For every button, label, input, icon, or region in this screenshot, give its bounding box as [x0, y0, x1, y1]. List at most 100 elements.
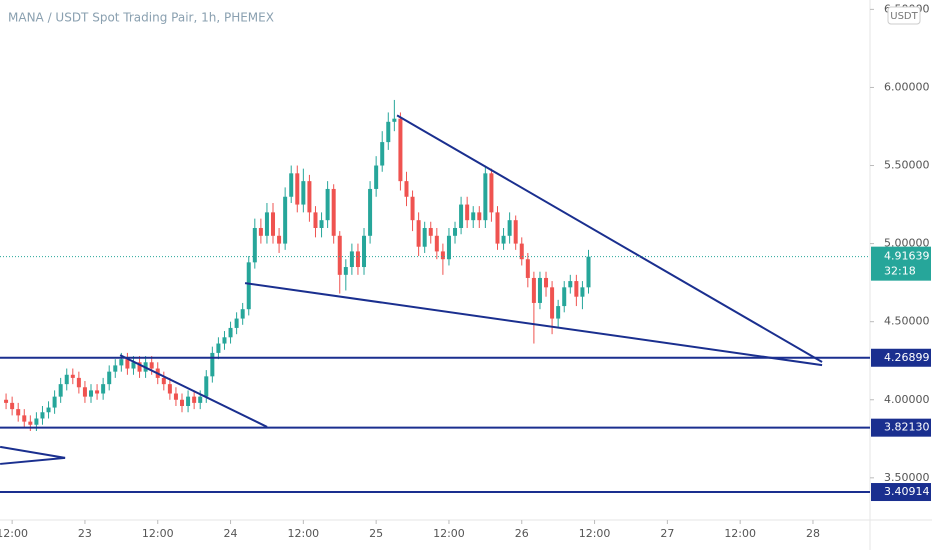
- candle-body: [368, 188, 373, 236]
- candle-body: [556, 306, 561, 319]
- y-tick-label: 6.00000: [884, 80, 930, 93]
- price-line-box: [871, 418, 931, 437]
- candle-body: [216, 343, 221, 353]
- candle-body: [52, 396, 57, 408]
- candle-body: [149, 362, 154, 369]
- candle-body: [580, 287, 585, 297]
- y-tick-label: 5.50000: [884, 159, 930, 172]
- candle-body: [434, 235, 439, 252]
- candle-body: [513, 220, 518, 244]
- candle-body: [246, 262, 251, 310]
- price-line-label: 4.26899: [884, 351, 930, 364]
- candle-body: [28, 421, 33, 425]
- x-tick-label: 12:00: [579, 527, 611, 540]
- candle-body: [4, 399, 9, 403]
- candle-body: [119, 359, 124, 366]
- candle-body: [107, 371, 112, 385]
- candle-body: [471, 212, 476, 221]
- candle-body: [125, 359, 130, 369]
- candle-body: [416, 220, 421, 247]
- x-tick-label: 12:00: [433, 527, 465, 540]
- candle-body: [252, 227, 257, 263]
- y-tick-label: 4.00000: [884, 393, 930, 406]
- candle-body: [167, 384, 172, 394]
- candle-body: [131, 362, 136, 369]
- candle-body: [501, 235, 506, 244]
- candle-body: [16, 409, 21, 416]
- candle-body: [550, 287, 555, 319]
- candle-body: [137, 362, 142, 372]
- currency-label: USDT: [890, 11, 918, 22]
- candle-body: [531, 277, 536, 303]
- candle-body: [568, 281, 573, 288]
- y-tick-label: 5.00000: [884, 237, 930, 250]
- x-tick-label: 26: [515, 527, 529, 540]
- candle-body: [477, 212, 482, 221]
- x-tick-label: 25: [369, 527, 383, 540]
- candle-body: [507, 220, 512, 236]
- y-tick-label: 3.50000: [884, 471, 930, 484]
- chart-title: MANA / USDT Spot Trading Pair, 1h, PHEME…: [8, 11, 274, 25]
- candle-body: [453, 227, 458, 236]
- candle-body: [76, 377, 81, 388]
- candle-body: [186, 396, 191, 407]
- candle-body: [398, 118, 403, 182]
- last-price-box: [871, 246, 931, 281]
- x-tick-label: 23: [78, 527, 92, 540]
- candle-body: [277, 235, 282, 244]
- price-line-label: 3.82130: [884, 421, 930, 434]
- candle-body: [586, 256, 591, 288]
- x-tick-label: 12:00: [0, 527, 28, 540]
- candle-body: [89, 390, 94, 397]
- candle-body: [101, 384, 106, 394]
- candle-body: [574, 281, 579, 297]
- x-tick-label: 12:00: [724, 527, 756, 540]
- candle-body: [489, 173, 494, 213]
- candle-body: [180, 399, 185, 407]
- candle-body: [222, 337, 227, 344]
- candle-body: [46, 407, 51, 413]
- candle-body: [258, 227, 263, 236]
- candle-body: [331, 188, 336, 236]
- candle-body: [537, 277, 542, 303]
- currency-box: [887, 6, 921, 25]
- x-tick-label: 12:00: [287, 527, 319, 540]
- candle-body: [349, 251, 354, 268]
- candle-body: [307, 181, 312, 213]
- candle-body: [495, 212, 500, 244]
- candle-body: [271, 212, 276, 236]
- candle-body: [404, 181, 409, 197]
- x-tick-label: 28: [806, 527, 820, 540]
- candle-body: [283, 196, 288, 244]
- candle-body: [465, 204, 470, 221]
- candle-body: [295, 173, 300, 205]
- candle-body: [34, 418, 39, 425]
- candle-body: [386, 121, 391, 143]
- candle-body: [562, 287, 567, 307]
- x-tick-label: 12:00: [142, 527, 174, 540]
- trend-line: [119, 354, 268, 428]
- candle-body: [313, 212, 318, 228]
- candle-body: [161, 377, 166, 385]
- candle-body: [380, 142, 385, 166]
- candle-body: [525, 259, 530, 278]
- candle-body: [289, 173, 294, 197]
- trend-line: [396, 114, 823, 363]
- candle-body: [428, 227, 433, 236]
- price-line-label: 3.40914: [884, 485, 930, 498]
- trend-line: [244, 282, 823, 367]
- candle-body: [95, 390, 100, 394]
- candle-body: [228, 327, 233, 338]
- candle-body: [459, 204, 464, 228]
- trend-line: [0, 445, 66, 459]
- last-price-label: 4.91639: [884, 250, 930, 263]
- candle-body: [82, 387, 87, 397]
- price-line-box: [871, 348, 931, 367]
- candle-body: [198, 396, 203, 403]
- candle-body: [446, 235, 451, 260]
- price-line-box: [871, 483, 931, 502]
- candle-body: [483, 173, 488, 221]
- candle-body: [410, 196, 415, 221]
- candle-body: [362, 235, 367, 268]
